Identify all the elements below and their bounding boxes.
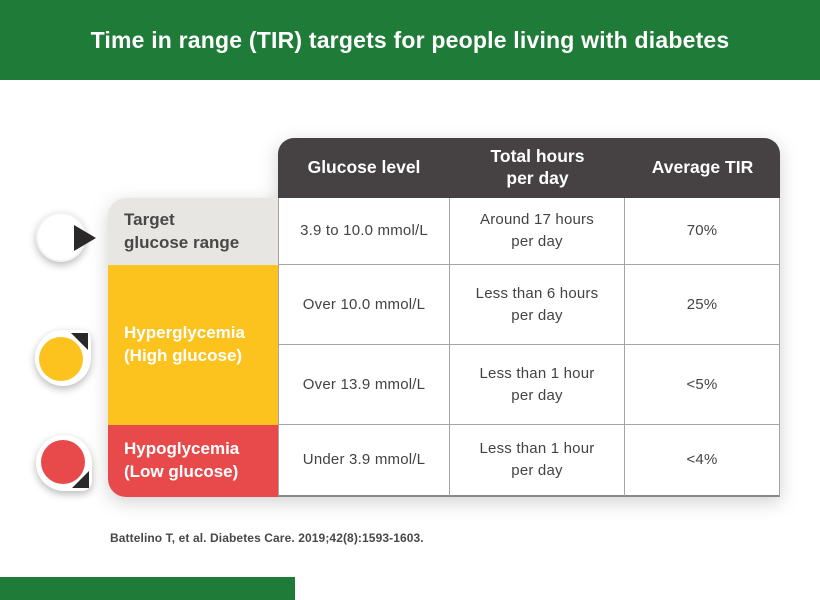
column-header-label: per day	[506, 168, 569, 188]
cell-text: Under 3.9 mmol/L	[302, 451, 426, 469]
column-header-total-hours: Total hours per day	[450, 138, 625, 198]
right-arrow-icon	[74, 225, 96, 251]
high-glucose-marker-icon	[35, 330, 91, 386]
cell-text: Around 17 hours	[480, 211, 594, 229]
cell-text: 70%	[686, 222, 718, 240]
average-tir-cell: 70%	[625, 198, 780, 265]
yellow-dot-icon	[39, 337, 83, 381]
average-tir-cell: <5%	[625, 345, 780, 425]
average-tir-cell: 25%	[625, 265, 780, 345]
cell-text: Over 13.9 mmol/L	[302, 375, 426, 393]
footnote-citation: Battelino T, et al. Diabetes Care. 2019;…	[110, 531, 424, 545]
total-hours-cell: Less than 1 hour per day	[450, 425, 625, 497]
row-label-text: Target	[124, 209, 175, 229]
cell-text: Less than 1 hour	[479, 440, 595, 458]
total-hours-cell: Less than 1 hour per day	[450, 345, 625, 425]
cell-text: per day	[511, 386, 563, 404]
cell-text: Over 10.0 mmol/L	[302, 295, 426, 313]
glucose-level-cell: 3.9 to 10.0 mmol/L	[278, 198, 450, 265]
bottom-accent-bar	[0, 577, 295, 600]
row-label-text: (High glucose)	[124, 346, 243, 365]
red-dot-icon	[41, 440, 85, 484]
glucose-level-cell: Under 3.9 mmol/L	[278, 425, 450, 497]
column-header-glucose-level: Glucose level	[278, 138, 450, 198]
cell-text: Less than 1 hour	[479, 364, 595, 382]
title-banner: Time in range (TIR) targets for people l…	[0, 0, 820, 80]
cell-text: 25%	[686, 295, 718, 313]
page-title: Time in range (TIR) targets for people l…	[90, 26, 730, 53]
total-hours-cell: Around 17 hours per day	[450, 198, 625, 265]
row-label-target-glucose-range: Target glucose range	[108, 198, 278, 265]
low-glucose-marker-icon	[36, 435, 92, 491]
row-label-hypoglycemia: Hypoglycemia (Low glucose)	[108, 425, 278, 497]
row-label-text: (Low glucose)	[124, 462, 239, 481]
row-label-text: Hyperglycemia	[124, 323, 245, 343]
average-tir-cell: <4%	[625, 425, 780, 497]
target-range-marker-icon	[36, 211, 98, 265]
table-header-row: Glucose level Total hours per day Averag…	[278, 138, 780, 198]
row-label-text: Hypoglycemia	[124, 439, 240, 459]
cell-text: <5%	[686, 375, 718, 393]
total-hours-cell: Less than 6 hours per day	[450, 265, 625, 345]
column-header-label: Total hours	[490, 146, 585, 167]
glucose-level-cell: Over 10.0 mmol/L	[278, 265, 450, 345]
column-header-average-tir: Average TIR	[625, 138, 780, 198]
row-label-text: glucose range	[124, 232, 240, 252]
cell-text: per day	[511, 306, 563, 324]
cell-text: Less than 6 hours	[475, 284, 599, 302]
cell-text: 3.9 to 10.0 mmol/L	[300, 222, 428, 240]
row-label-hyperglycemia: Hyperglycemia (High glucose)	[108, 265, 278, 425]
cell-text: per day	[511, 233, 563, 250]
glucose-level-cell: Over 13.9 mmol/L	[278, 345, 450, 425]
cell-text: per day	[511, 462, 563, 479]
column-header-label: Average TIR	[651, 157, 754, 178]
tir-table: Glucose level Total hours per day Averag…	[108, 138, 780, 497]
column-header-label: Glucose level	[307, 157, 421, 178]
cell-text: <4%	[686, 451, 718, 469]
